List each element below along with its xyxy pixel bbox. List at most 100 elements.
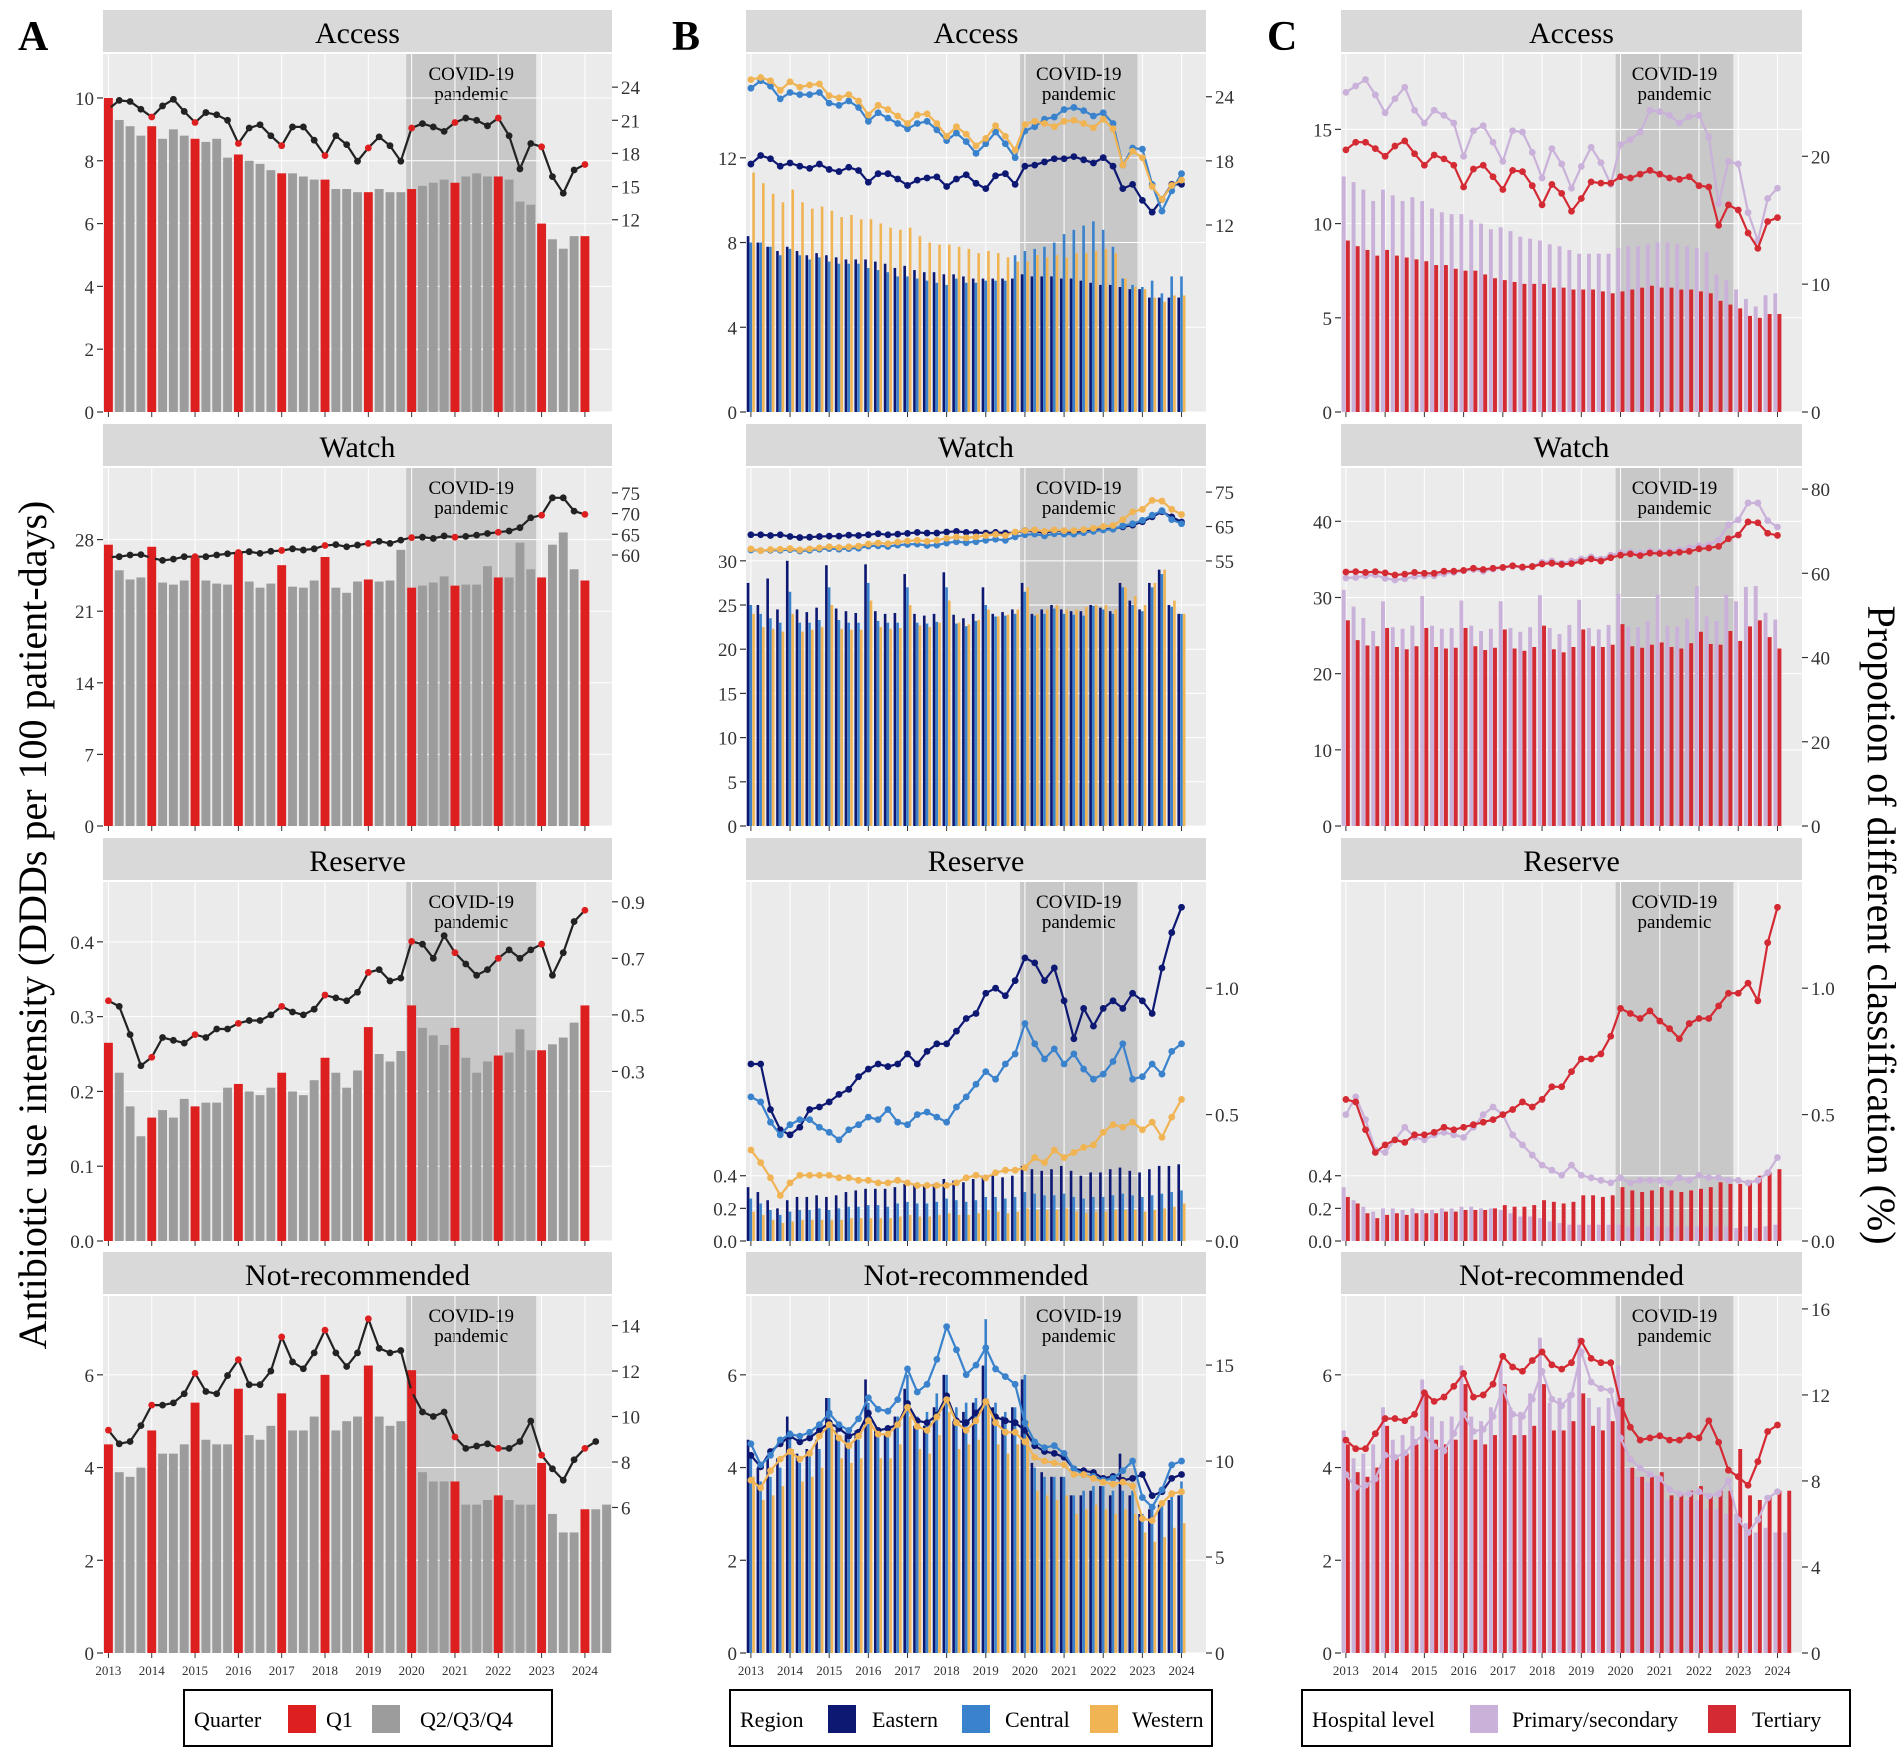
bar [1463,1209,1468,1241]
series-point [855,542,862,550]
series-point [982,1068,990,1076]
bar [1114,253,1117,412]
bar [932,613,936,826]
covid-label: pandemic [1638,498,1712,519]
series-point [1587,1354,1595,1362]
bar [967,1214,971,1241]
bar [938,622,941,826]
bar [1577,1337,1582,1653]
covid-label: pandemic [1638,1326,1712,1347]
bar [288,1091,297,1241]
series-point [1460,1410,1468,1418]
bar [591,1509,601,1653]
bar [1030,1462,1034,1653]
series-point [1734,989,1742,997]
bar [1473,646,1478,826]
facet-strip [103,838,612,880]
series-point [796,546,804,554]
series-point [419,533,426,541]
y2-tick-label: 80 [1811,480,1830,501]
series-point [757,152,765,159]
series-point [864,1065,872,1073]
series-point [1099,1070,1107,1078]
bar [363,192,373,412]
bar [212,1102,222,1241]
bar [913,1425,916,1653]
bar [1469,219,1474,412]
bar [1052,1195,1056,1241]
series-point [1129,1457,1136,1465]
legend-label-western: Western [1132,1707,1204,1732]
bar [1645,1226,1650,1241]
y-tick-label: 0.0 [70,1232,94,1253]
series-point [1342,1436,1350,1444]
bar [1645,621,1650,826]
series-point [864,540,872,548]
chart-panel-a-reserve: ReserveCOVID-19pandemic0.00.10.20.30.40.… [70,838,645,1253]
bar [244,581,254,826]
bar [1177,297,1181,412]
bar [1341,1430,1346,1653]
bar [353,192,362,412]
series-point [1519,128,1526,136]
series-point [126,1031,134,1039]
series-point [570,507,578,515]
series-point [786,1121,794,1129]
bar [1767,637,1772,826]
bar [925,623,929,826]
bar [1371,200,1376,412]
series-point [1734,531,1742,539]
bar [1532,647,1537,826]
series-point [1705,1015,1713,1022]
y2-tick-label: 0 [1811,817,1821,838]
bar [114,119,124,413]
bar [996,253,1000,412]
series-point [1744,1179,1752,1187]
series-point [1109,1474,1117,1482]
bar [385,1061,395,1241]
bar [991,1175,995,1241]
bar [964,1201,968,1241]
series-point [267,1011,275,1019]
series-point [1715,542,1723,550]
series-point [796,91,804,99]
series-point [505,1444,513,1452]
bar [1410,197,1415,412]
bar [472,173,482,412]
bar [1167,297,1171,412]
series-point [1420,1389,1428,1397]
bar [1040,1170,1044,1241]
series-point [1001,1060,1009,1068]
series-point [904,1050,911,1058]
bar [854,612,858,826]
series-point [1138,1073,1146,1081]
series-point [757,1159,765,1167]
bar [925,1203,929,1241]
bar [1118,287,1122,412]
bar [1114,1513,1117,1653]
series-point [169,555,177,563]
series-point [1685,1176,1693,1184]
bar [1685,618,1689,826]
series-point [1577,558,1585,565]
series-point [972,179,980,187]
bar [952,274,955,412]
series-point [278,547,286,554]
bar [785,246,789,412]
bar [1626,626,1631,826]
bar [776,1458,779,1653]
bar [1180,1481,1183,1653]
bar [504,1500,514,1653]
y-tick-label: 6 [85,1366,95,1387]
bar [223,1444,232,1653]
series-point [559,189,567,197]
bar [1542,1200,1546,1241]
bar [1561,287,1566,412]
bar [1055,255,1059,412]
bar [1114,1209,1117,1241]
series-point [933,126,941,134]
bar [547,239,557,412]
bar [1532,1205,1537,1241]
series-point [1138,505,1146,513]
bar [925,280,929,412]
